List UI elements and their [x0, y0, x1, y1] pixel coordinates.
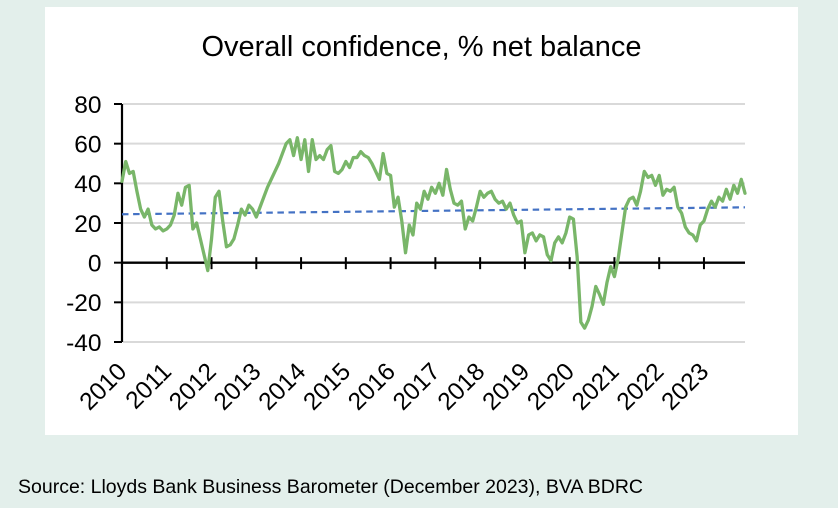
y-axis-label: 20	[74, 211, 101, 238]
x-axis-label: 2010	[75, 358, 133, 416]
x-axis-label: 2022	[612, 358, 670, 416]
source-note: Source: Lloyds Bank Business Barometer (…	[18, 476, 643, 498]
x-axis-label: 2016	[343, 358, 401, 416]
data-series-line	[120, 136, 747, 330]
x-axis-label: 2014	[254, 358, 312, 416]
x-axis-label: 2017	[388, 358, 446, 416]
x-axis-label: 2018	[433, 358, 491, 416]
trend-line	[121, 206, 746, 216]
x-axis-label: 2021	[567, 358, 625, 416]
x-axis-label: 2023	[657, 358, 715, 416]
x-axis-label: 2011	[121, 358, 177, 414]
y-axis-label: 40	[74, 171, 101, 198]
x-axis-label: 2019	[478, 358, 536, 416]
chart-title: Overall confidence, % net balance	[201, 31, 642, 63]
y-axis-label: -20	[66, 290, 101, 317]
x-axis-label: 2013	[209, 358, 267, 416]
y-axis-label: 60	[74, 131, 101, 158]
y-axis-label: 80	[74, 92, 101, 119]
y-axis-label: 0	[88, 250, 102, 277]
x-axis-label: 2015	[298, 358, 356, 416]
x-axis-label: 2020	[522, 358, 580, 416]
y-axis-label: -40	[66, 330, 101, 357]
x-axis-label: 2012	[164, 358, 222, 416]
